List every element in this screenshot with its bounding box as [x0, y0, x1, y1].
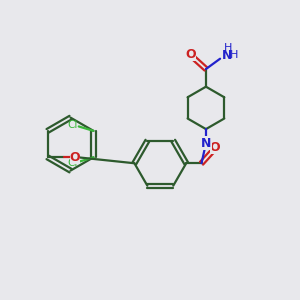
Text: H: H	[230, 50, 238, 60]
Text: O: O	[210, 141, 220, 154]
Text: N: N	[201, 137, 211, 150]
Text: Cl: Cl	[67, 120, 77, 130]
Text: H: H	[224, 43, 232, 52]
Text: Cl: Cl	[67, 158, 77, 168]
Text: N: N	[222, 49, 232, 62]
Text: O: O	[185, 48, 196, 62]
Text: O: O	[70, 151, 80, 164]
